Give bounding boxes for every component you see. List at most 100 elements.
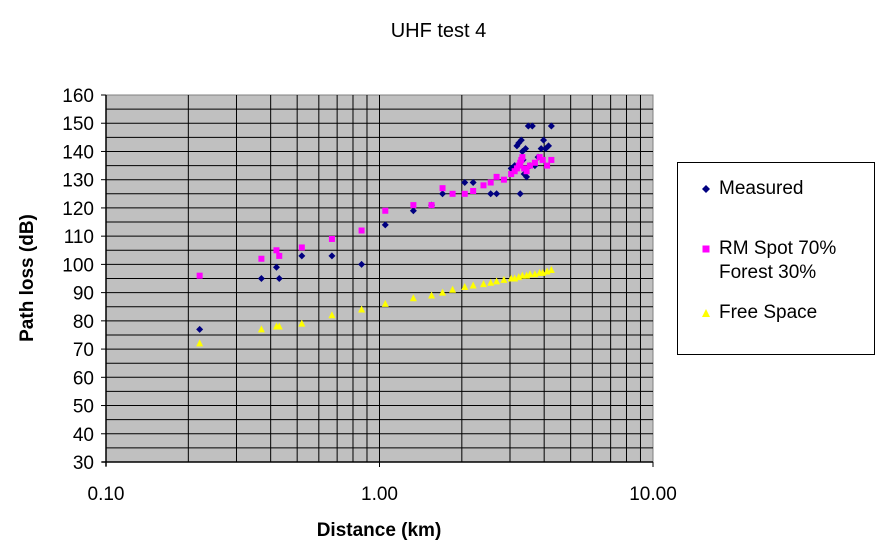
free-space-point (196, 339, 204, 347)
y-tick-label: 50 (73, 397, 94, 418)
measured-point (298, 252, 306, 260)
y-tick-label: 120 (62, 199, 94, 220)
y-tick-label: 130 (62, 171, 94, 192)
measured-point (272, 263, 280, 271)
triangle-marker-icon (702, 309, 710, 317)
rm-spot-point (523, 168, 530, 175)
measured-point (328, 252, 336, 260)
y-tick-label: 60 (73, 368, 94, 389)
free-space-point (526, 270, 534, 278)
measured-point (275, 275, 283, 282)
y-tick-label: 110 (64, 227, 94, 248)
free-space-point (487, 278, 495, 286)
free-space-point (257, 325, 265, 333)
rm-spot-point (519, 154, 526, 161)
measured-point (461, 179, 469, 187)
legend-label-free-space: Free Space (719, 302, 818, 323)
rm-spot-point (493, 173, 500, 180)
y-tick-label: 70 (73, 340, 94, 361)
y-tick-label: 30 (73, 453, 94, 474)
measured-point (469, 179, 477, 187)
free-space-point (428, 291, 436, 299)
rm-spot-point (439, 185, 446, 192)
free-space-point (547, 266, 555, 274)
free-space-point (479, 280, 487, 288)
rm-spot-point (470, 187, 477, 194)
rm-spot-point (449, 190, 456, 197)
diamond-marker-icon (702, 185, 710, 193)
rm-spot-point (531, 159, 538, 166)
rm-spot-point (526, 162, 533, 169)
y-axis-label: Path loss (dB) (17, 214, 38, 342)
chart-title: UHF test 4 (390, 20, 487, 42)
free-space-point (500, 275, 508, 283)
grid-lines (106, 95, 653, 462)
measured-point (522, 145, 530, 153)
legend-label-measured: Measured (719, 178, 804, 199)
rm-spot-point (544, 162, 551, 169)
y-tick-label: 90 (73, 284, 94, 305)
rm-spot-point (428, 202, 435, 209)
rm-spot-point (500, 176, 507, 183)
free-space-point (298, 319, 306, 327)
rm-spot-point (410, 202, 417, 209)
measured-point (528, 122, 536, 130)
rm-spot-point (276, 252, 283, 259)
data-marks (196, 122, 555, 347)
y-tick-label: 140 (62, 142, 94, 163)
y-tick-label: 40 (73, 425, 94, 446)
rm-spot-point (487, 179, 494, 186)
y-tick-label: 160 (62, 86, 94, 107)
rm-spot-point (273, 247, 280, 254)
x-axis-label: Distance (km) (316, 520, 442, 541)
legend-label-rm-spot-line2: Forest 30% (719, 262, 817, 283)
measured-point (487, 190, 495, 198)
measured-point (540, 136, 548, 144)
rm-spot-point (328, 235, 335, 242)
measured-point (517, 136, 525, 144)
measured-point (523, 173, 531, 181)
rm-spot-point (358, 227, 365, 234)
rm-spot-point (258, 255, 265, 262)
x-tick-label: 10.00 (629, 484, 677, 505)
free-space-point (358, 305, 366, 313)
rm-spot-point (196, 272, 203, 279)
measured-point (545, 142, 553, 150)
rm-spot-point (298, 244, 305, 251)
rm-spot-point (480, 182, 487, 189)
free-space-point (449, 285, 457, 293)
legend: Measured RM Spot 70% Forest 30% Free Spa… (677, 162, 875, 355)
measured-point (439, 190, 447, 198)
free-space-point (461, 282, 469, 290)
measured-point (196, 325, 204, 333)
free-space-point (275, 322, 283, 330)
rm-spot-point (539, 156, 546, 163)
free-space-point (381, 299, 389, 307)
rm-spot-point (461, 190, 468, 197)
free-space-point (493, 277, 501, 285)
legend-label-rm-spot-line1: RM Spot 70% (719, 238, 837, 259)
y-tick-label: 100 (62, 255, 94, 276)
rm-spot-point (548, 156, 555, 163)
free-space-point (409, 294, 417, 302)
x-tick-label: 0.10 (88, 484, 125, 505)
measured-point (524, 122, 532, 130)
axes (101, 94, 654, 467)
rm-spot-point (508, 171, 515, 178)
measured-point (537, 145, 545, 153)
measured-point (493, 190, 501, 198)
rm-spot-point (536, 154, 543, 161)
rm-spot-point (382, 207, 389, 214)
free-space-point (439, 288, 447, 296)
y-tick-label: 150 (62, 114, 94, 135)
free-space-point (469, 281, 477, 289)
measured-point (409, 207, 417, 215)
x-tick-label: 1.00 (361, 484, 398, 505)
measured-point (358, 260, 366, 268)
y-tick-label: 80 (73, 312, 94, 333)
measured-point (516, 190, 524, 198)
tick-labels: 30 40 50 60 70 80 90 100 110 120 130 140 150 160 0.10 1… (62, 86, 676, 505)
measured-point (381, 221, 389, 229)
free-space-point (328, 311, 336, 319)
